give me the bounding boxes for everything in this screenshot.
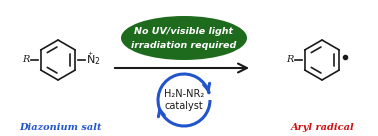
Text: Aryl radical: Aryl radical	[291, 123, 355, 132]
Text: $^+$: $^+$	[86, 51, 94, 60]
Text: N$_2$: N$_2$	[86, 53, 101, 67]
Text: H₂N-NR₂: H₂N-NR₂	[164, 89, 204, 99]
Text: R: R	[23, 55, 30, 64]
Ellipse shape	[121, 16, 247, 60]
Text: catalyst: catalyst	[165, 101, 203, 111]
Text: irradiation required: irradiation required	[132, 41, 237, 50]
Text: Diazonium salt: Diazonium salt	[19, 123, 101, 132]
Text: No UV/visible light: No UV/visible light	[135, 27, 234, 35]
Text: R: R	[287, 55, 294, 64]
